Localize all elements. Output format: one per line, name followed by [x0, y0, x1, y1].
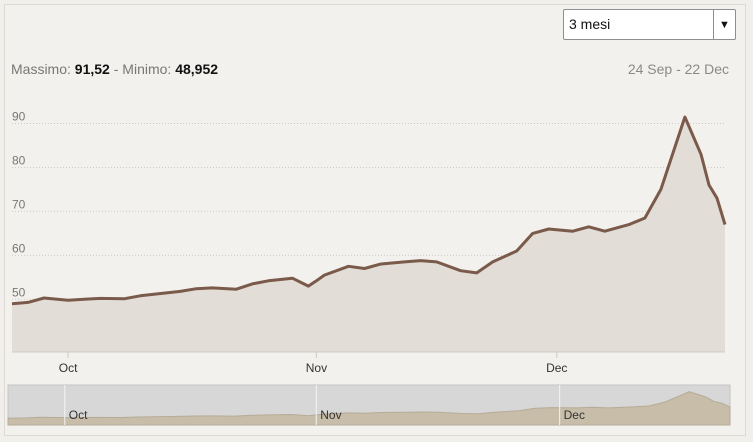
triangle-down-icon[interactable]: ▼	[713, 10, 735, 39]
time-range-value: 3 mesi	[569, 16, 611, 32]
y-tick-label: 60	[12, 241, 26, 255]
max-min-stats: Massimo: 91,52 - Minimo: 48,952	[11, 61, 218, 77]
price-line	[11, 115, 727, 306]
min-label: Minimo:	[122, 61, 172, 77]
max-label: Massimo:	[11, 61, 71, 77]
navigator-area	[7, 391, 731, 426]
min-value: 48,952	[175, 61, 219, 77]
chart-panel	[4, 4, 746, 436]
price-area	[12, 117, 725, 352]
navigator-label: Nov	[320, 408, 341, 422]
max-value: 91,52	[74, 61, 110, 77]
y-tick-label: 50	[12, 285, 26, 299]
y-tick-label: 90	[12, 110, 26, 124]
y-tick-label: 70	[12, 197, 26, 211]
x-tick-label: Oct	[59, 361, 78, 375]
x-tick-label: Nov	[306, 361, 327, 375]
navigator-label: Oct	[69, 408, 88, 422]
time-range-select[interactable]: 3 mesi ▼	[563, 9, 736, 40]
y-tick-label: 80	[12, 153, 26, 167]
date-range-label: 24 Sep - 22 Dec	[627, 61, 729, 77]
navigator-label: Dec	[564, 408, 585, 422]
stats-separator: -	[113, 61, 119, 77]
x-tick-label: Dec	[546, 361, 567, 375]
